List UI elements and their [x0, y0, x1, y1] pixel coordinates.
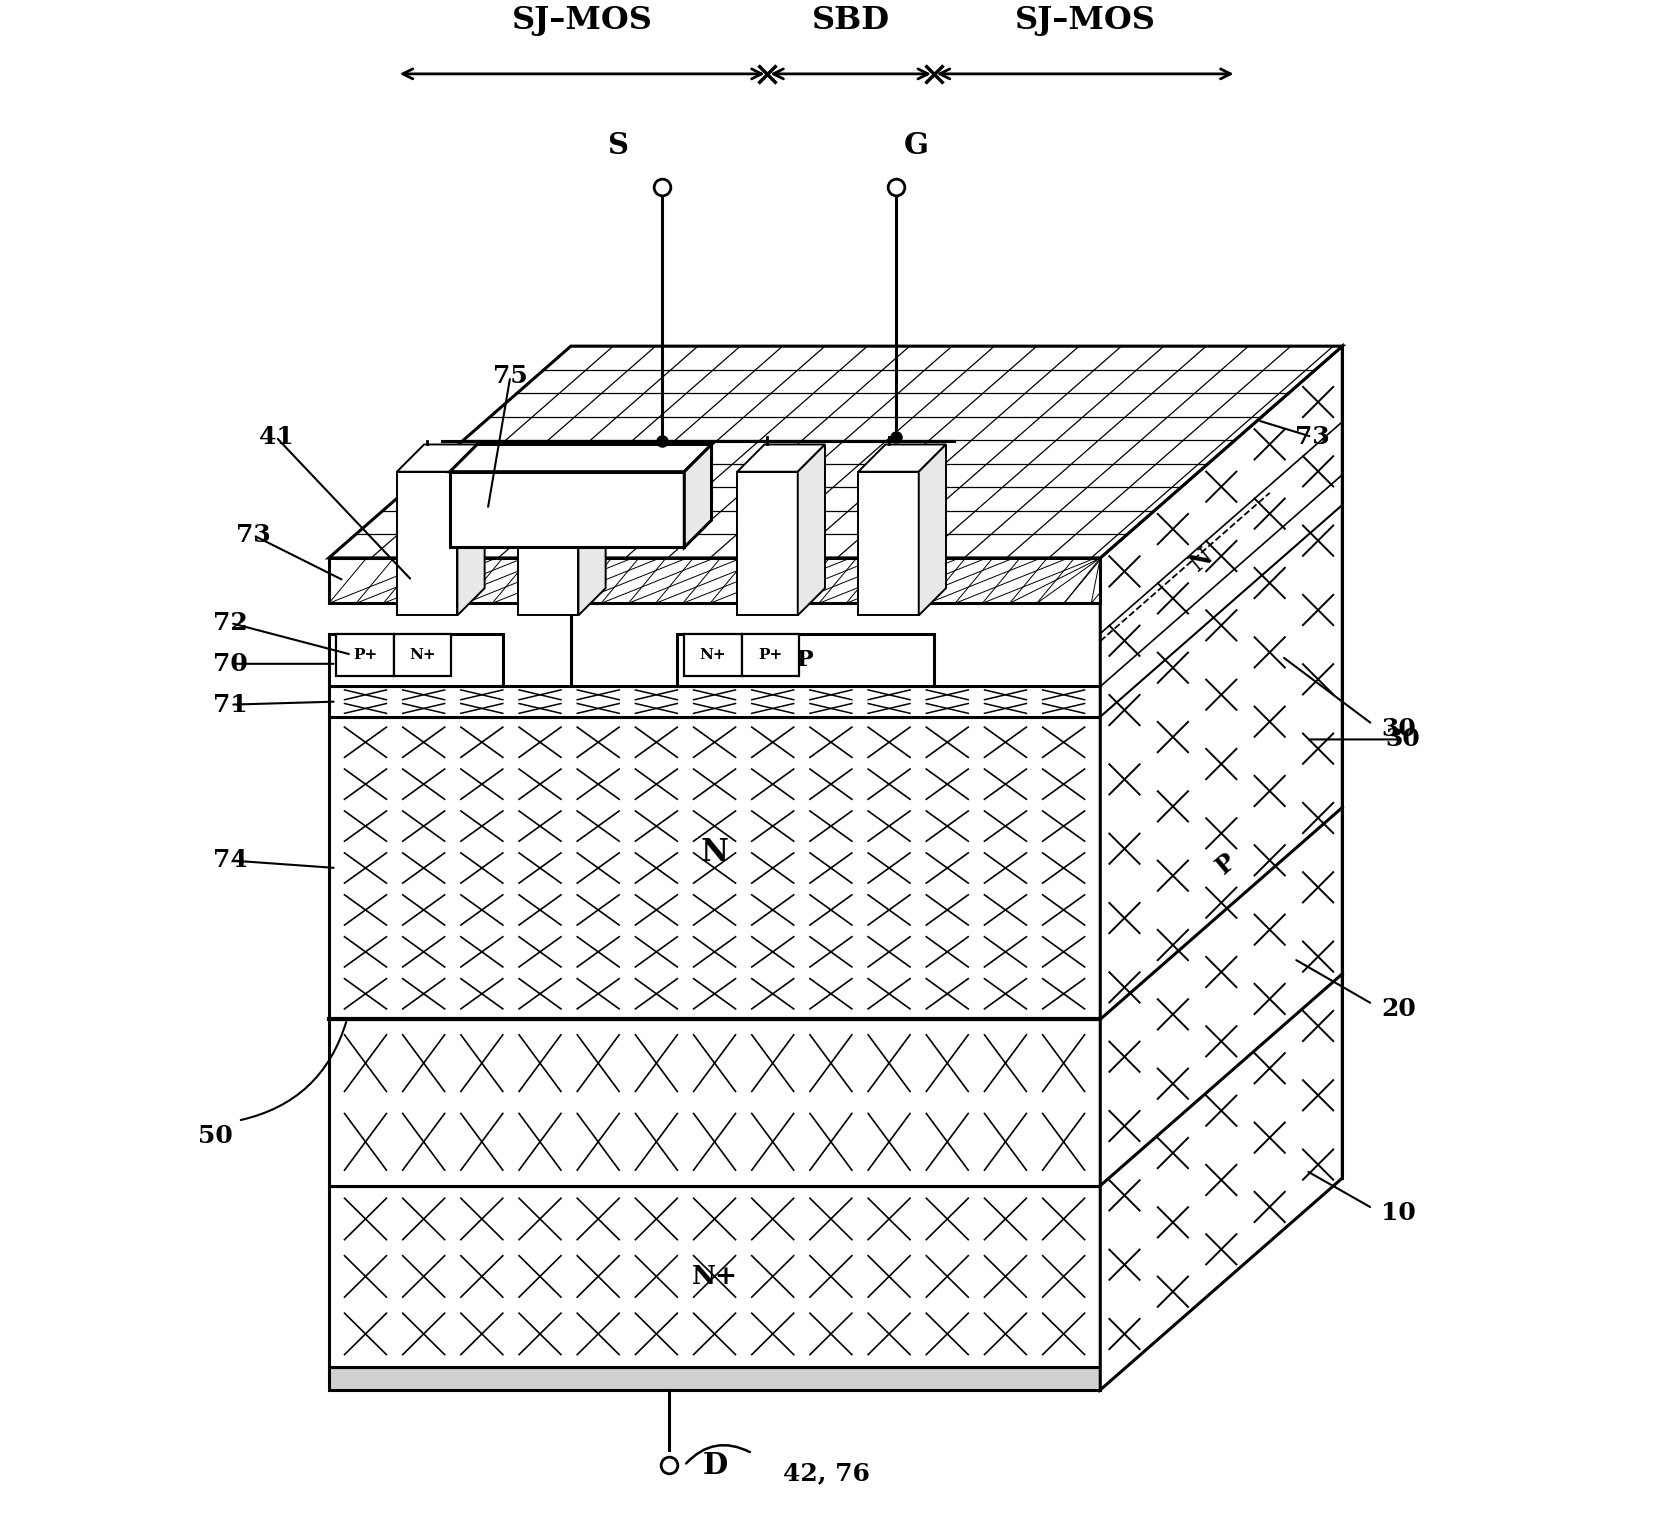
- Text: P: P: [796, 649, 813, 671]
- Text: 73: 73: [1294, 424, 1329, 449]
- Text: D: D: [702, 1451, 727, 1480]
- Text: N: N: [700, 838, 728, 868]
- Text: N+: N+: [700, 647, 727, 662]
- Bar: [857, 472, 919, 615]
- Text: P: P: [1211, 848, 1240, 879]
- Bar: [329, 1367, 1099, 1390]
- Bar: [736, 472, 798, 615]
- Polygon shape: [450, 444, 712, 472]
- Bar: [329, 633, 503, 687]
- Polygon shape: [919, 444, 945, 615]
- Text: 20: 20: [1380, 996, 1415, 1021]
- Polygon shape: [798, 444, 824, 615]
- Polygon shape: [457, 444, 485, 615]
- Text: G: G: [904, 131, 928, 160]
- Text: 75: 75: [493, 365, 528, 389]
- Text: 30: 30: [1385, 728, 1420, 751]
- Polygon shape: [736, 444, 824, 472]
- Bar: [329, 559, 1099, 603]
- Text: 73: 73: [235, 523, 270, 548]
- Text: 42, 76: 42, 76: [783, 1460, 869, 1485]
- Text: P+: P+: [353, 647, 377, 662]
- Bar: [329, 1019, 1099, 1186]
- Bar: [741, 633, 799, 676]
- Bar: [677, 633, 933, 687]
- Bar: [329, 717, 1099, 1019]
- Text: 71: 71: [213, 693, 248, 717]
- Text: 72: 72: [213, 610, 248, 635]
- Text: 41: 41: [258, 424, 293, 449]
- Polygon shape: [684, 444, 712, 548]
- Text: 50: 50: [199, 1123, 233, 1148]
- Polygon shape: [571, 346, 1342, 1178]
- Text: 30: 30: [1380, 717, 1415, 740]
- Bar: [329, 687, 1099, 717]
- Text: SJ–MOS: SJ–MOS: [511, 5, 652, 37]
- Polygon shape: [518, 444, 606, 472]
- Text: 70: 70: [213, 652, 248, 676]
- Bar: [329, 1186, 1099, 1367]
- Polygon shape: [857, 444, 945, 472]
- Text: P+: P+: [758, 647, 783, 662]
- Bar: [450, 472, 684, 548]
- Polygon shape: [1099, 346, 1342, 1390]
- Text: N: N: [1185, 543, 1216, 575]
- Text: S: S: [607, 131, 627, 160]
- Bar: [684, 633, 741, 676]
- Text: 10: 10: [1380, 1201, 1415, 1225]
- Text: N+: N+: [409, 647, 435, 662]
- Bar: [336, 633, 394, 676]
- Text: SBD: SBD: [811, 5, 889, 37]
- Polygon shape: [397, 444, 485, 472]
- Bar: [518, 472, 578, 615]
- Polygon shape: [578, 444, 606, 615]
- Bar: [394, 633, 452, 676]
- Text: P: P: [407, 649, 424, 671]
- Text: SJ–MOS: SJ–MOS: [1015, 5, 1155, 37]
- Bar: [397, 472, 457, 615]
- Text: 74: 74: [213, 848, 248, 873]
- Text: N+: N+: [692, 1264, 736, 1289]
- Polygon shape: [329, 346, 1342, 559]
